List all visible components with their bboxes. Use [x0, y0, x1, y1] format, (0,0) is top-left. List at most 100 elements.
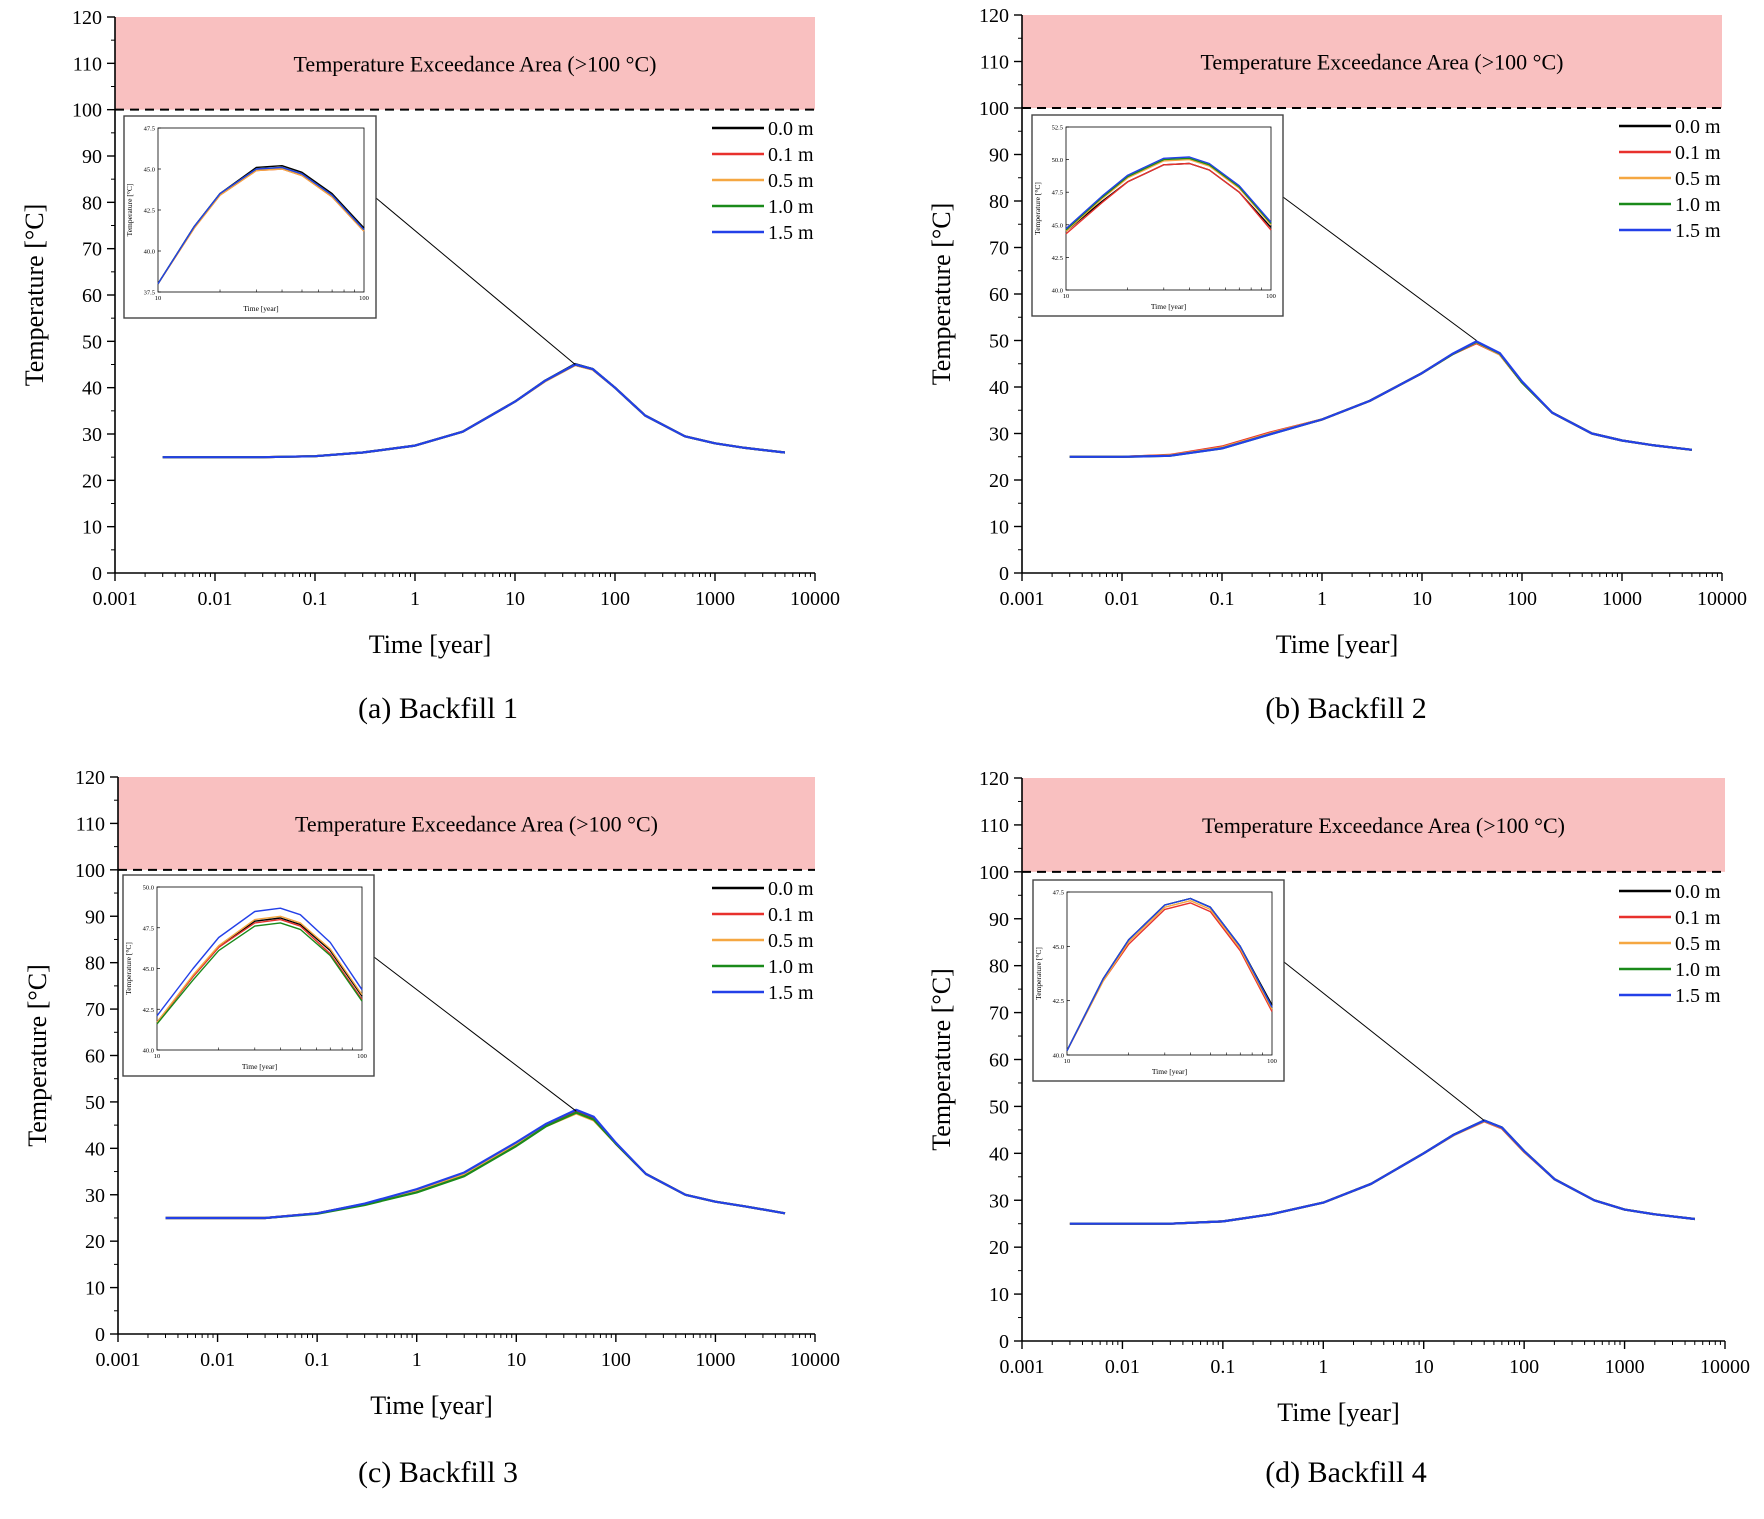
x-tick-label: 100	[1507, 588, 1537, 610]
chart-panel-4: Temperature Exceedance Area (>100 °C)010…	[927, 768, 1750, 1489]
y-tick-label: 50	[85, 1092, 105, 1114]
legend-label: 1.5 m	[768, 982, 814, 1004]
y-tick-label: 80	[989, 191, 1009, 213]
inset-series-line-15	[1066, 897, 1273, 1052]
y-tick-label: 40	[989, 377, 1009, 399]
legend-label: 0.1 m	[768, 904, 814, 926]
x-tick-label: 0.01	[1105, 588, 1140, 610]
inset-x-tick-label: 10	[1063, 293, 1070, 300]
zoom-connector	[373, 956, 577, 1112]
y-tick-label: 110	[980, 815, 1009, 837]
x-tick-label: 100	[601, 1349, 631, 1371]
y-tick-label: 40	[82, 378, 102, 400]
x-tick-label: 0.01	[200, 1349, 235, 1371]
y-tick-label: 80	[82, 192, 102, 214]
inset-y-tick-label: 52.5	[1052, 125, 1063, 132]
series-line-05	[1069, 1119, 1695, 1225]
inset: 40.0 42.5 45.0 47.5 50.0 52.5 10 100 Time [year]…	[1031, 114, 1284, 317]
series-line-01	[1069, 1120, 1695, 1225]
y-axis-label: Temperature [°C]	[23, 964, 52, 1147]
exceedance-label: Temperature Exceedance Area (>100 °C)	[295, 811, 658, 836]
y-tick-label: 90	[85, 906, 105, 928]
chart-panel-2: Temperature Exceedance Area (>100 °C)010…	[927, 5, 1747, 725]
y-tick-label: 20	[989, 470, 1009, 492]
legend-label: 1.5 m	[1675, 985, 1721, 1007]
series-line-01	[162, 363, 786, 459]
x-tick-label: 10	[1414, 1356, 1434, 1378]
x-axis-label: Time [year]	[1276, 630, 1399, 659]
series-line-15	[1069, 340, 1693, 458]
series-line-15	[165, 1108, 786, 1220]
series-line-10	[1069, 1119, 1695, 1225]
x-tick-label: 100	[1509, 1356, 1539, 1378]
series-line-15	[162, 363, 786, 459]
y-tick-label: 20	[82, 470, 102, 492]
panel-caption: (d) Backfill 4	[1265, 1456, 1427, 1489]
y-tick-label: 90	[989, 909, 1009, 931]
y-axis-label: Temperature [°C]	[927, 968, 956, 1151]
y-tick-label: 40	[989, 1143, 1009, 1165]
inset-y-tick-label: 40.0	[144, 249, 155, 256]
x-axis-label: Time [year]	[370, 1391, 493, 1420]
x-tick-label: 0.01	[1105, 1356, 1140, 1378]
y-tick-label: 60	[989, 1050, 1009, 1072]
exceedance-area	[115, 17, 815, 110]
inset-series-line-05	[1065, 158, 1272, 232]
exceedance-label: Temperature Exceedance Area (>100 °C)	[1202, 813, 1565, 838]
inset-series-line-15	[1065, 156, 1272, 230]
series-line-10	[1069, 340, 1693, 458]
y-tick-label: 70	[989, 1003, 1009, 1025]
legend-label: 1.5 m	[1675, 220, 1721, 242]
inset-plot-area	[1065, 126, 1272, 291]
y-tick-label: 60	[85, 1046, 105, 1068]
legend: 0.0 m 0.1 m 0.5 m 1.0 m 1.5 m	[1619, 881, 1721, 1007]
x-tick-label: 10	[1412, 588, 1432, 610]
inset-y-axis-label: Temperature [°C]	[1034, 947, 1043, 1000]
series-line-05	[1069, 341, 1693, 458]
legend-label: 0.5 m	[1675, 168, 1721, 190]
y-tick-label: 20	[85, 1231, 105, 1253]
y-tick-label: 120	[75, 767, 105, 789]
y-tick-label: 30	[989, 1190, 1009, 1212]
legend-label: 1.5 m	[768, 222, 814, 244]
y-tick-label: 70	[85, 999, 105, 1021]
x-tick-label: 10000	[790, 1349, 840, 1371]
x-tick-label: 1000	[1602, 588, 1642, 610]
inset-series-line-05	[156, 915, 363, 1023]
series-line-00	[165, 1110, 786, 1220]
x-axis-label: Time [year]	[369, 630, 492, 659]
y-tick-label: 0	[92, 563, 102, 585]
inset-x-tick-label: 100	[1267, 1058, 1277, 1065]
zoom-connector	[1282, 196, 1477, 341]
inset-y-tick-label: 40.0	[143, 1048, 154, 1055]
inset-y-tick-label: 50.0	[1052, 157, 1063, 164]
inset-y-tick-label: 42.5	[1052, 255, 1063, 262]
x-tick-label: 0.01	[198, 588, 233, 610]
zoom-connector	[375, 197, 576, 365]
y-tick-label: 110	[980, 52, 1009, 74]
y-tick-label: 80	[989, 956, 1009, 978]
legend-label: 0.5 m	[768, 170, 814, 192]
x-tick-label: 1	[412, 1349, 422, 1371]
inset-y-tick-label: 47.5	[1053, 890, 1064, 897]
inset-y-tick-label: 47.5	[143, 925, 154, 932]
legend-label: 0.5 m	[1675, 933, 1721, 955]
x-tick-label: 10000	[1697, 588, 1747, 610]
x-tick-label: 10	[505, 588, 525, 610]
x-tick-label: 1	[1318, 1356, 1328, 1378]
x-tick-label: 0.001	[93, 588, 138, 610]
x-tick-label: 100	[600, 588, 630, 610]
inset-y-axis-label: Temperature [°C]	[125, 184, 134, 237]
inset-x-tick-label: 10	[154, 1053, 161, 1060]
inset-frame	[122, 874, 375, 1077]
y-tick-label: 0	[999, 563, 1009, 585]
inset-series-line-10	[156, 922, 363, 1025]
x-tick-label: 1000	[1605, 1356, 1645, 1378]
y-axis-label: Temperature [°C]	[20, 204, 49, 387]
inset-series-line-01	[1065, 162, 1272, 235]
y-tick-label: 60	[989, 284, 1009, 306]
inset-y-tick-label: 45.0	[143, 966, 154, 973]
legend-label: 0.0 m	[768, 878, 814, 900]
inset-series-line-15	[156, 907, 363, 1017]
